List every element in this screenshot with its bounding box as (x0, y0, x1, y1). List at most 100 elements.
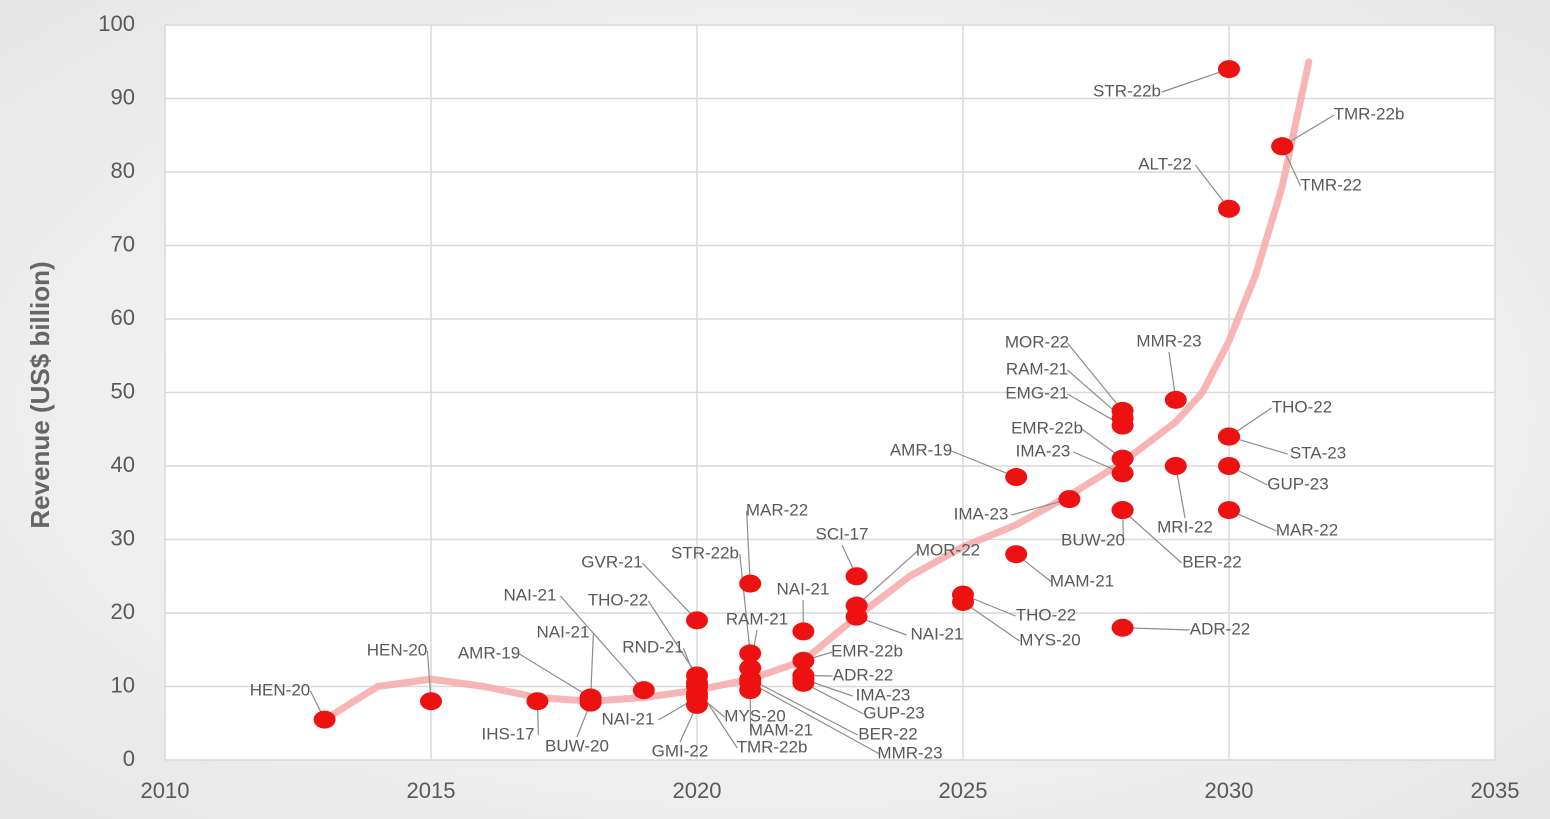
data-point (1111, 416, 1134, 435)
point-label: GUP-23 (1267, 474, 1328, 493)
point-label: NAI-21 (911, 624, 964, 643)
y-tick-label: 100 (98, 11, 135, 36)
data-point (1111, 618, 1134, 637)
data-point (579, 689, 602, 708)
x-tick-label: 2010 (141, 778, 190, 803)
leader-line (1122, 627, 1190, 631)
point-label: STA-23 (1290, 443, 1346, 462)
leader-line (951, 450, 1017, 478)
data-point (1111, 449, 1134, 468)
leader-line (962, 601, 1020, 642)
y-tick-label: 40 (111, 452, 135, 477)
point-label: BUW-20 (1061, 530, 1125, 549)
point-label: GUP-23 (863, 703, 924, 722)
point-label: TMR-22b (737, 737, 808, 756)
point-label: EMR-22b (831, 641, 903, 660)
point-label: TMR-22b (1334, 104, 1405, 123)
point-label: BUW-20 (545, 736, 609, 755)
leader-line (746, 510, 751, 584)
leader-line (1161, 68, 1230, 93)
y-tick-label: 10 (111, 672, 135, 697)
point-label: THO-22 (1272, 397, 1332, 416)
data-point (1218, 501, 1240, 520)
data-point (1005, 468, 1028, 487)
point-label: MYS-20 (724, 706, 785, 725)
y-tick-label: 20 (111, 599, 135, 624)
data-point (1218, 199, 1240, 218)
data-point (952, 592, 974, 611)
point-label: MRI-22 (1157, 517, 1213, 536)
point-label: NAI-21 (777, 579, 830, 598)
point-label: MAR-22 (746, 500, 808, 519)
data-point (792, 622, 815, 641)
point-label: MOR-22 (916, 540, 980, 559)
y-tick-label: 50 (111, 378, 135, 403)
y-axis-label: Revenue (US$ billion) (25, 261, 55, 528)
point-label: ALT-22 (1138, 154, 1192, 173)
leader-line (590, 632, 594, 700)
point-label: ADR-22 (1190, 619, 1250, 638)
point-label: IMA-23 (954, 504, 1009, 523)
point-label: HEN-20 (250, 680, 310, 699)
trend-line (321, 58, 1313, 724)
x-tick-label: 2020 (673, 778, 722, 803)
data-point (1218, 60, 1240, 79)
point-label: MMR-23 (877, 743, 942, 762)
point-label: EMG-21 (1005, 383, 1068, 402)
point-label: BER-22 (858, 724, 918, 743)
point-label: EMR-22b (1011, 418, 1083, 437)
point-label: MOR-22 (1005, 332, 1069, 351)
data-point (1271, 137, 1294, 156)
x-tick-label: 2015 (407, 778, 456, 803)
point-label: IHS-17 (482, 724, 535, 743)
point-label: GVR-21 (581, 552, 642, 571)
point-label: AMR-19 (458, 643, 520, 662)
leader-line (856, 550, 919, 607)
x-tick-label: 2025 (939, 778, 988, 803)
y-tick-label: 0 (123, 746, 135, 771)
leader-line (559, 595, 645, 691)
point-label: HEN-20 (367, 640, 427, 659)
data-point (1218, 427, 1240, 446)
y-tick-label: 90 (111, 84, 135, 109)
point-label: MMR-23 (1136, 331, 1201, 350)
y-tick-label: 60 (111, 305, 135, 330)
point-label: IMA-23 (1016, 441, 1071, 460)
x-tick-label: 2035 (1471, 778, 1520, 803)
point-label: MAM-21 (1050, 571, 1114, 590)
point-label: NAI-21 (504, 585, 557, 604)
data-point (1111, 464, 1134, 483)
point-label: MAM-21 (749, 720, 813, 739)
data-point (1164, 390, 1187, 409)
y-tick-label: 30 (111, 525, 135, 550)
data-point (686, 677, 708, 696)
point-label: BER-22 (1182, 552, 1242, 571)
data-point (632, 681, 655, 700)
data-point (1058, 490, 1081, 509)
point-label: THO-22 (588, 590, 648, 609)
point-label: NAI-21 (602, 709, 655, 728)
point-label: STR-22b (671, 543, 739, 562)
point-label: AMR-19 (890, 440, 952, 459)
x-tick-label: 2030 (1205, 778, 1254, 803)
point-label: TMR-22 (1300, 175, 1361, 194)
data-point (1005, 545, 1028, 564)
leader-line (739, 553, 751, 654)
data-point (313, 710, 336, 729)
leader-line (1066, 342, 1124, 412)
leader-line (749, 682, 880, 755)
leader-line (749, 678, 858, 736)
data-point (1218, 457, 1240, 475)
data-point (686, 611, 708, 630)
point-label: THO-22 (1016, 605, 1076, 624)
data-point (792, 651, 815, 670)
data-point (739, 574, 762, 593)
leader-line (641, 562, 698, 621)
point-label: MAR-22 (1276, 520, 1338, 539)
point-label: RND-21 (622, 637, 683, 656)
data-point (792, 673, 815, 692)
y-tick-label: 80 (111, 158, 135, 183)
point-label: IMA-23 (856, 685, 911, 704)
